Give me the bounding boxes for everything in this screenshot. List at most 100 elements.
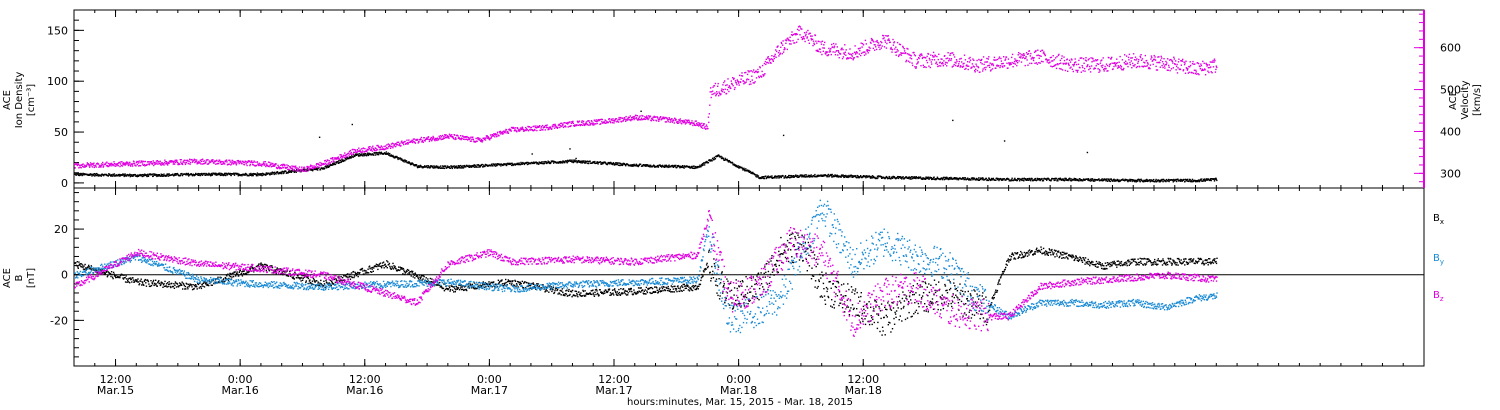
data-point — [94, 175, 96, 177]
data-point — [1036, 54, 1038, 57]
data-point — [1101, 180, 1103, 182]
data-point — [365, 153, 367, 155]
data-point — [953, 54, 955, 56]
data-point — [903, 50, 906, 52]
data-point — [646, 115, 648, 117]
data-point — [982, 68, 984, 70]
data-point — [160, 162, 162, 164]
data-point — [492, 135, 495, 137]
data-point — [723, 81, 725, 84]
data-point — [933, 59, 936, 61]
data-point — [1187, 178, 1189, 181]
data-point — [498, 163, 500, 165]
data-point — [762, 73, 764, 76]
data-point — [745, 168, 747, 170]
data-point — [765, 175, 767, 177]
data-point — [461, 167, 464, 169]
data-point — [460, 138, 462, 141]
data-point — [177, 162, 180, 164]
data-point — [710, 91, 713, 93]
data-point — [790, 174, 792, 177]
data-point — [325, 165, 327, 168]
data-point — [451, 166, 453, 168]
data-point — [788, 174, 790, 177]
data-point — [624, 163, 626, 166]
bfield-ylabel-line1: ACE — [2, 268, 13, 288]
data-point — [159, 162, 161, 165]
data-point — [125, 161, 128, 163]
data-point — [839, 53, 842, 55]
data-point — [413, 138, 416, 140]
data-point — [1106, 178, 1108, 180]
data-point — [325, 164, 327, 166]
data-point — [1186, 178, 1188, 181]
data-point — [389, 152, 391, 155]
legend-by-sub: y — [1440, 258, 1444, 266]
data-point — [703, 162, 705, 164]
data-point — [923, 56, 925, 59]
data-point — [375, 150, 377, 152]
data-point — [442, 138, 444, 140]
data-point — [932, 178, 934, 180]
data-point — [1011, 179, 1013, 181]
data-point — [247, 160, 250, 163]
x-tick-label-date: Mar.16 — [222, 384, 259, 397]
data-point — [595, 119, 597, 121]
data-point — [214, 174, 217, 176]
data-point — [860, 52, 863, 54]
data-point — [554, 125, 557, 127]
data-point — [800, 28, 802, 30]
data-point — [960, 57, 962, 60]
data-point — [1140, 178, 1142, 180]
data-point — [702, 164, 704, 166]
data-point — [463, 136, 466, 138]
data-point — [453, 138, 455, 140]
data-point — [307, 165, 309, 168]
data-point — [1028, 50, 1031, 52]
data-point — [160, 173, 162, 175]
data-point — [536, 163, 538, 165]
data-point — [532, 125, 534, 128]
data-point — [199, 159, 202, 161]
y-tick-label: 500 — [1440, 84, 1461, 97]
data-point — [139, 164, 141, 167]
data-point — [446, 136, 448, 139]
data-point — [471, 138, 473, 140]
data-point — [476, 164, 479, 166]
data-point — [510, 164, 513, 167]
data-point — [797, 38, 799, 41]
data-point — [481, 141, 483, 143]
data-point — [511, 163, 514, 165]
data-point — [1061, 69, 1064, 71]
data-point — [507, 162, 510, 165]
data-point — [282, 163, 284, 166]
data-point — [460, 164, 462, 167]
data-point — [985, 61, 988, 63]
data-point — [959, 66, 961, 68]
data-point — [484, 137, 486, 139]
data-point — [638, 116, 640, 118]
data-point — [494, 136, 496, 138]
data-point — [844, 176, 846, 178]
data-point — [703, 127, 706, 129]
x-tick-label-date: Mar.17 — [471, 384, 508, 397]
data-point — [847, 176, 850, 178]
data-point — [670, 166, 672, 168]
data-point — [766, 61, 768, 64]
data-point — [657, 117, 659, 119]
data-point — [517, 130, 520, 132]
data-point — [1127, 180, 1129, 183]
data-point — [853, 51, 856, 53]
data-point — [983, 67, 986, 69]
data-point — [488, 137, 490, 139]
data-point — [587, 160, 589, 163]
data-point — [105, 165, 108, 167]
data-point — [1045, 178, 1047, 180]
data-point — [569, 160, 572, 162]
data-point — [545, 161, 547, 163]
data-point — [196, 174, 199, 176]
data-point — [807, 39, 810, 41]
data-point — [241, 175, 243, 177]
data-point — [726, 158, 728, 161]
data-point — [893, 42, 895, 44]
